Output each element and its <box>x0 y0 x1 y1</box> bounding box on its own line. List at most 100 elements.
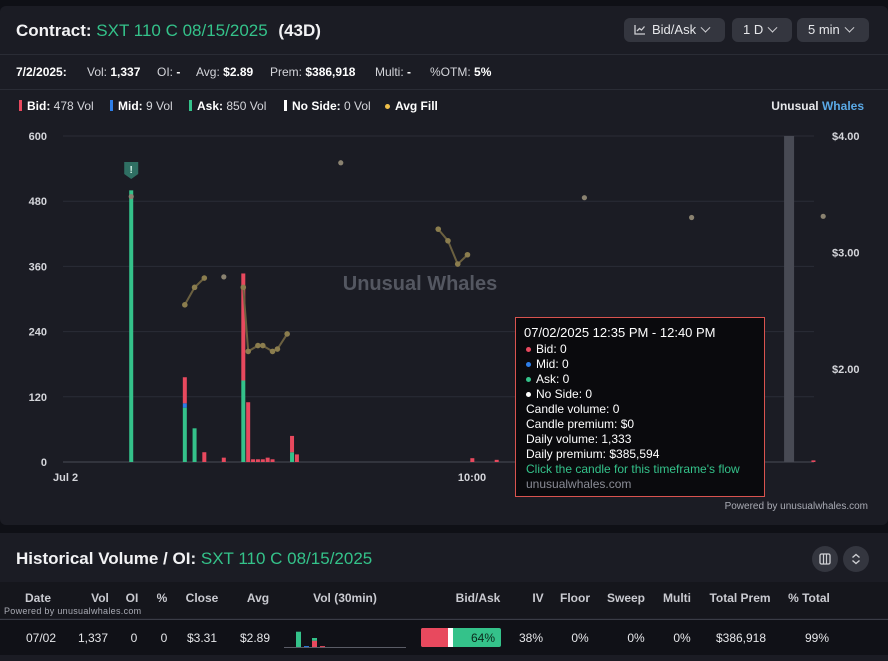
stats-otm: %OTM: 5% <box>430 65 492 79</box>
col-close[interactable]: Close <box>185 591 219 605</box>
col-avg[interactable]: Avg <box>246 591 270 605</box>
avg-fill-point <box>820 213 826 219</box>
col-sweep[interactable]: Sweep <box>606 591 646 605</box>
avg-fill-point <box>201 275 208 281</box>
cell-floor: 0% <box>571 631 589 645</box>
contract-label: Contract: <box>16 21 92 40</box>
bar-bid <box>290 435 295 453</box>
cell-date: 07/02 <box>25 631 57 645</box>
mid-share <box>448 628 453 647</box>
powered-by-small: Powered by unusualwhales.com <box>4 606 142 616</box>
range-dropdown[interactable]: 1 D <box>732 18 792 42</box>
history-title: Historical Volume / OI: SXT 110 C 08/15/… <box>16 549 373 568</box>
stats-bar: 7/2/2025: Vol: 1,337 OI: - Avg: $2.89 Pr… <box>0 54 888 90</box>
bid-ask-bar: 64% <box>421 628 501 647</box>
chart-legend: Bid: 478 Vol Mid: 9 Vol Ask: 850 Vol No … <box>0 98 888 116</box>
col-vol[interactable]: Vol <box>91 591 109 605</box>
avg-fill-point <box>284 331 290 337</box>
bar-no-side <box>784 136 795 462</box>
cell-close: $3.31 <box>186 631 218 645</box>
avg-fill-point <box>454 261 461 267</box>
bar-bid <box>221 457 226 462</box>
avg-fill-line <box>437 228 469 266</box>
left-axis-tick: 0 <box>41 457 47 469</box>
col-date[interactable]: Date <box>24 591 52 605</box>
chart-tooltip: 07/02/2025 12:35 PM - 12:40 PM Bid: 0 Mi… <box>515 317 765 497</box>
stats-oi: OI: - <box>157 65 181 79</box>
tooltip-bid: Bid: 0 <box>526 342 567 356</box>
bar-bid <box>494 459 499 462</box>
avg-fill-point <box>191 284 198 291</box>
vol-30min-sparkline <box>284 631 406 648</box>
watermark: Unusual Whales <box>343 273 497 295</box>
left-axis-tick: 360 <box>29 261 47 273</box>
bar-bid <box>255 459 260 462</box>
bar-mid <box>182 403 187 408</box>
right-axis-tick: $3.00 <box>832 247 860 259</box>
sparkline-bar <box>312 638 317 641</box>
powered-by: Powered by unusualwhales.com <box>724 501 868 512</box>
tooltip-mid: Mid: 0 <box>526 357 569 371</box>
right-axis-tick: $4.00 <box>832 131 860 143</box>
avg-fill-point <box>245 348 251 355</box>
tooltip-candle-premium: Candle premium: $0 <box>526 417 635 431</box>
tooltip-flow-link[interactable]: Click the candle for this timeframe's fl… <box>526 462 740 476</box>
legend-avg-fill[interactable]: Avg Fill <box>385 99 438 113</box>
table-row[interactable]: 07/02 1,337 0 0 $3.31 $2.89 64% 38% 0% 0… <box>0 619 888 655</box>
contract-panel: Contract: SXT 110 C 08/15/2025 (43D) Bid… <box>0 6 888 525</box>
chart-type-dropdown[interactable]: Bid/Ask <box>624 18 725 42</box>
legend-no-side[interactable]: No Side: 0 Vol <box>284 99 371 113</box>
col-pct-total[interactable]: % Total <box>788 591 830 605</box>
bar-ask <box>290 452 295 462</box>
ask-share-pct: 64% <box>470 631 495 645</box>
legend-bid[interactable]: Bid: 478 Vol <box>19 99 94 113</box>
col-pct[interactable]: % <box>156 591 168 605</box>
interval-dropdown[interactable]: 5 min <box>797 18 869 42</box>
col-multi[interactable]: Multi <box>663 591 691 605</box>
cell-vol: 1,337 <box>77 631 109 645</box>
cell-multi: 0% <box>673 631 691 645</box>
col-total-prem[interactable]: Total Prem <box>709 591 771 605</box>
sparkline-bar <box>304 646 309 648</box>
legend-ask[interactable]: Ask: 850 Vol <box>189 99 266 113</box>
stats-avg: Avg: $2.89 <box>196 65 254 79</box>
col-oi[interactable]: OI <box>125 591 139 605</box>
legend-mid[interactable]: Mid: 9 Vol <box>110 99 173 113</box>
days-to-expiry: (43D) <box>278 21 321 40</box>
col-bid-ask[interactable]: Bid/Ask <box>455 591 501 605</box>
col-iv[interactable]: IV <box>532 591 544 605</box>
col-vol-30min[interactable]: Vol (30min) <box>313 591 377 605</box>
avg-fill-line <box>242 287 289 354</box>
avg-fill-point <box>221 274 227 280</box>
flag-icon <box>124 162 139 179</box>
chevron-down-icon <box>767 22 778 33</box>
bar-bid <box>202 452 207 462</box>
expand-collapse-button[interactable] <box>843 546 869 572</box>
interval-label: 5 min <box>808 22 840 37</box>
line-chart-icon <box>634 25 645 35</box>
columns-icon <box>819 553 831 565</box>
bar-ask <box>192 428 197 462</box>
tooltip-no-side: No Side: 0 <box>526 387 592 401</box>
bar-bid <box>470 458 475 462</box>
bar-bid <box>241 273 246 381</box>
contract-title: Contract: SXT 110 C 08/15/2025 (43D) <box>16 21 321 41</box>
col-floor[interactable]: Floor <box>560 591 590 605</box>
bar-bid <box>260 459 265 462</box>
chevron-down-icon <box>700 22 711 33</box>
left-axis-tick: 600 <box>29 131 47 143</box>
chart-type-label: Bid/Ask <box>652 22 697 37</box>
avg-fill-point <box>689 214 695 221</box>
avg-fill-point <box>445 237 451 244</box>
tooltip-site: unusualwhales.com <box>526 477 632 491</box>
tooltip-daily-premium: Daily premium: $385,594 <box>526 447 660 461</box>
avg-fill-point <box>274 346 281 352</box>
volume-chart[interactable]: 0 120 240 360 480 600 $2.00 $3.00 $4.00 Jul 2 10:0… <box>0 122 888 492</box>
stats-multi: Multi: - <box>375 65 412 79</box>
cell-oi: 0 <box>130 631 138 645</box>
x-axis-tick: 10:00 <box>458 472 486 484</box>
columns-button[interactable] <box>812 546 838 572</box>
avg-fill-point <box>255 342 261 349</box>
bar-bid <box>251 459 256 462</box>
avg-fill-point <box>581 195 588 201</box>
